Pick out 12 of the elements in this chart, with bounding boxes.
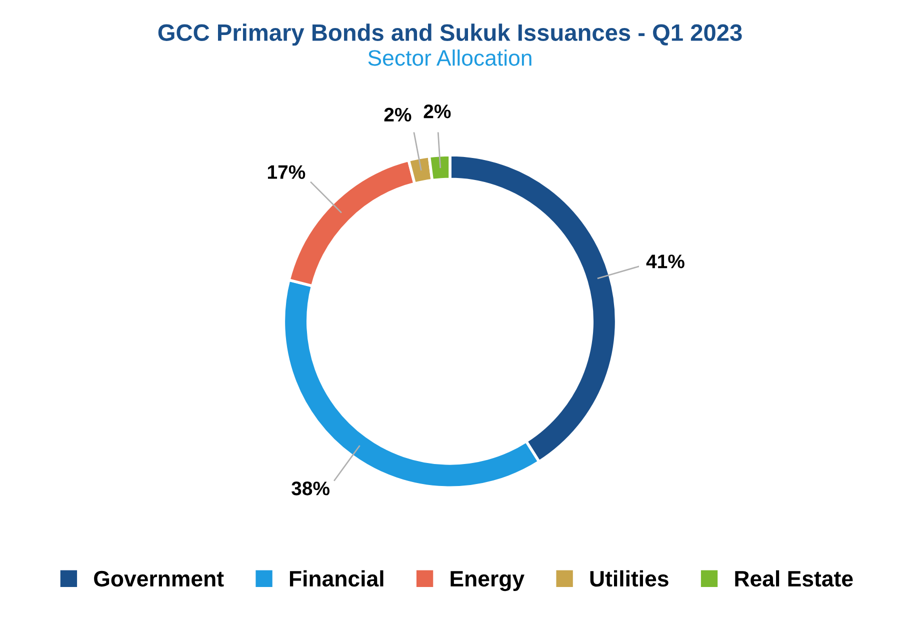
legend-label: Financial	[290, 570, 384, 587]
data-label: 2%	[424, 104, 451, 118]
legend-label: Energy	[450, 571, 524, 592]
data-label: 2%	[384, 108, 412, 122]
legend-label: Real Estate	[735, 570, 853, 587]
data-label: 38%	[292, 482, 330, 496]
legend-label: Government	[94, 570, 224, 587]
chart-subtitle: Sector Allocation	[368, 49, 532, 66]
data-label: 41%	[646, 254, 684, 268]
data-label: 17%	[268, 165, 306, 179]
legend-label: Utilities	[590, 570, 668, 587]
chart-title: GCC Primary Bonds and Sukuk Issuances - Q1 2023	[158, 24, 742, 46]
